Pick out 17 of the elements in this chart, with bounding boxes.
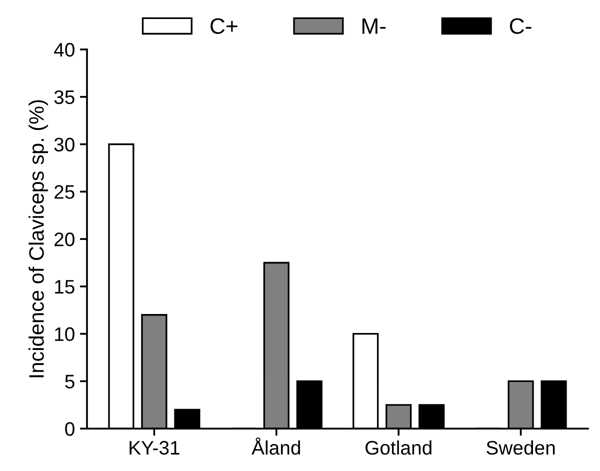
x-tick-label: KY-31 [130, 440, 180, 455]
legend-label: M- [362, 18, 386, 34]
x-tick-label: Åland [252, 437, 300, 455]
y-tick-label: 20 [54, 232, 74, 246]
y-tick-label: 40 [54, 42, 74, 57]
x-tick-label: Sweden [486, 440, 555, 455]
y-tick-label: 10 [55, 327, 74, 342]
y-tick-label: 35 [54, 90, 74, 104]
y-tick-label: 5 [65, 374, 74, 388]
x-tick-label: Gotland [366, 440, 432, 455]
legend-label: C+ [210, 18, 238, 34]
y-axis-title: Incidence of Claviceps sp. (%) [28, 100, 48, 378]
legend-label: C- [510, 18, 532, 34]
y-tick-label: 15 [55, 280, 74, 294]
y-tick-label: 25 [54, 185, 74, 199]
y-tick-label: 30 [54, 138, 74, 152]
y-tick-label: 0 [65, 422, 74, 436]
